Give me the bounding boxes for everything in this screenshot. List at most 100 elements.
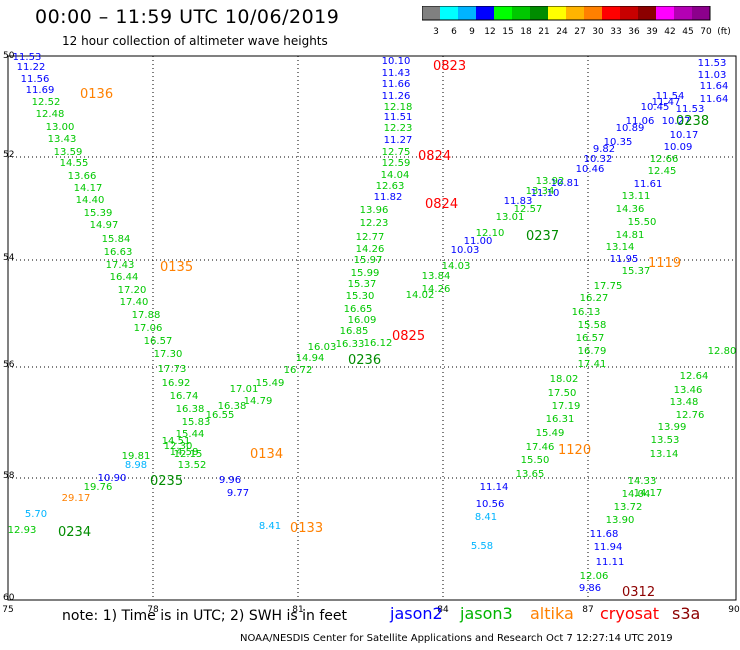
wave-height-value: 10.89 (616, 123, 645, 134)
wave-height-value: 15.49 (536, 428, 565, 439)
lon-label: 84 (437, 605, 449, 615)
wave-height-value: 10.35 (604, 137, 633, 148)
wave-height-value: 16.12 (364, 338, 393, 349)
wave-height-value: 15.84 (102, 234, 131, 245)
wave-height-value: 9.96 (219, 475, 241, 486)
scale-label: 36 (628, 27, 640, 37)
wave-height-value: 14.58 (170, 447, 199, 458)
wave-height-value: 16.55 (206, 410, 235, 421)
scale-label: 70 (700, 27, 712, 37)
wave-height-value: 17.01 (230, 384, 259, 395)
pass-time-label: 0136 (80, 87, 113, 102)
wave-height-value: 10.09 (664, 142, 693, 153)
scale-label: 18 (520, 27, 532, 37)
pass-time-label: 0823 (433, 59, 466, 74)
scale-swatch (458, 6, 476, 20)
wave-height-value: 10.03 (451, 245, 480, 256)
wave-height-value: 16.44 (110, 272, 139, 283)
wave-height-value: 11.66 (382, 79, 411, 90)
wave-height-value: 17.40 (120, 297, 149, 308)
wave-height-value: 17.20 (118, 285, 147, 296)
wave-height-value: 13.66 (68, 171, 97, 182)
wave-height-value: 13.72 (614, 502, 643, 513)
wave-height-value: 11.51 (384, 112, 413, 123)
wave-height-value: 17.46 (526, 442, 555, 453)
wave-height-value: 13.65 (516, 469, 545, 480)
legend-s3a: s3a (672, 604, 701, 623)
lat-label: 56 (3, 360, 15, 370)
wave-height-value: 15.50 (628, 217, 657, 228)
lat-label: 50 (3, 51, 15, 61)
wave-height-value: 12.23 (360, 218, 389, 229)
lon-label: 75 (2, 605, 13, 615)
wave-height-value: 10.27 (662, 116, 691, 127)
scale-label: 39 (646, 27, 658, 37)
wave-height-value: 12.77 (356, 232, 385, 243)
scale-swatch (440, 6, 458, 20)
pass-time-label: 0135 (160, 260, 193, 275)
wave-height-value: 16.13 (572, 307, 601, 318)
wave-height-value: 13.00 (46, 122, 75, 133)
lat-label: 58 (3, 471, 15, 481)
scale-label: 45 (682, 27, 693, 37)
wave-height-value: 10.10 (382, 56, 411, 67)
wave-height-value: 12.30 (164, 441, 193, 452)
wave-height-value: 15.50 (521, 455, 550, 466)
wave-height-value: 11.14 (480, 482, 509, 493)
scale-swatch (422, 6, 440, 20)
wave-height-value: 12.57 (514, 204, 543, 215)
wave-height-value: 16.79 (578, 346, 607, 357)
wave-height-value: 12.66 (650, 154, 679, 165)
wave-height-value: 11.68 (590, 529, 619, 540)
wave-height-value: 13.59 (54, 147, 83, 158)
wave-height-value: 12.18 (384, 102, 413, 113)
wave-height-value: 12.45 (648, 166, 677, 177)
scale-label: 3 (433, 27, 439, 37)
wave-height-value: 11.47 (652, 97, 681, 108)
wave-height-value: 13.92 (536, 176, 565, 187)
wave-height-value: 16.63 (104, 247, 133, 258)
pass-time-label: 0235 (150, 474, 183, 489)
wave-height-value: 9.77 (227, 488, 249, 499)
wave-height-value: 17.88 (132, 310, 161, 321)
legend-cryosat: cryosat (600, 604, 660, 623)
lat-label: 60 (3, 593, 15, 603)
wave-height-value: 17.30 (154, 349, 183, 360)
page-title: 00:00 – 11:59 UTC 10/06/2019 (35, 6, 340, 28)
wave-height-value: 13.34 (526, 186, 555, 197)
wave-height-value: 14.03 (442, 261, 471, 272)
wave-height-value: 12.15 (174, 449, 203, 460)
legend-jason3: jason3 (460, 604, 513, 623)
wave-height-value: 12.80 (708, 346, 737, 357)
wave-height-value: 12.48 (36, 109, 65, 120)
scale-label: 30 (592, 27, 604, 37)
pass-time-label: 0134 (250, 447, 283, 462)
wave-height-value: 13.14 (606, 242, 635, 253)
wave-height-value: 16.85 (340, 326, 369, 337)
wave-height-value: 14.79 (244, 396, 273, 407)
wave-height-value: 16.92 (162, 378, 191, 389)
wave-height-value: 11.64 (700, 94, 729, 105)
wave-height-value: 17.06 (134, 323, 163, 334)
wave-height-value: 14.36 (616, 204, 645, 215)
wave-height-value: 14.26 (356, 244, 385, 255)
wave-height-value: 12.93 (8, 525, 37, 536)
scale-swatch (566, 6, 584, 20)
pass-time-label: 1120 (558, 443, 591, 458)
wave-height-value: 11.64 (700, 81, 729, 92)
wave-height-value: 12.64 (680, 371, 709, 382)
scale-swatch (602, 6, 620, 20)
footnote: note: 1) Time is in UTC; 2) SWH is in fe… (62, 608, 348, 624)
scale-label: 15 (502, 27, 513, 37)
wave-height-value: 14.94 (296, 353, 325, 364)
wave-height-value: 19.76 (84, 482, 113, 493)
wave-height-value: 14.40 (76, 195, 105, 206)
wave-height-value: 15.49 (256, 378, 285, 389)
wave-height-value: 13.43 (48, 134, 77, 145)
lon-label: 78 (147, 605, 159, 615)
pass-time-label: 1119 (648, 256, 681, 271)
wave-height-value: 8.41 (259, 521, 281, 532)
wave-height-value: 14.26 (422, 284, 451, 295)
page-subtitle: 12 hour collection of altimeter wave hei… (62, 34, 328, 48)
